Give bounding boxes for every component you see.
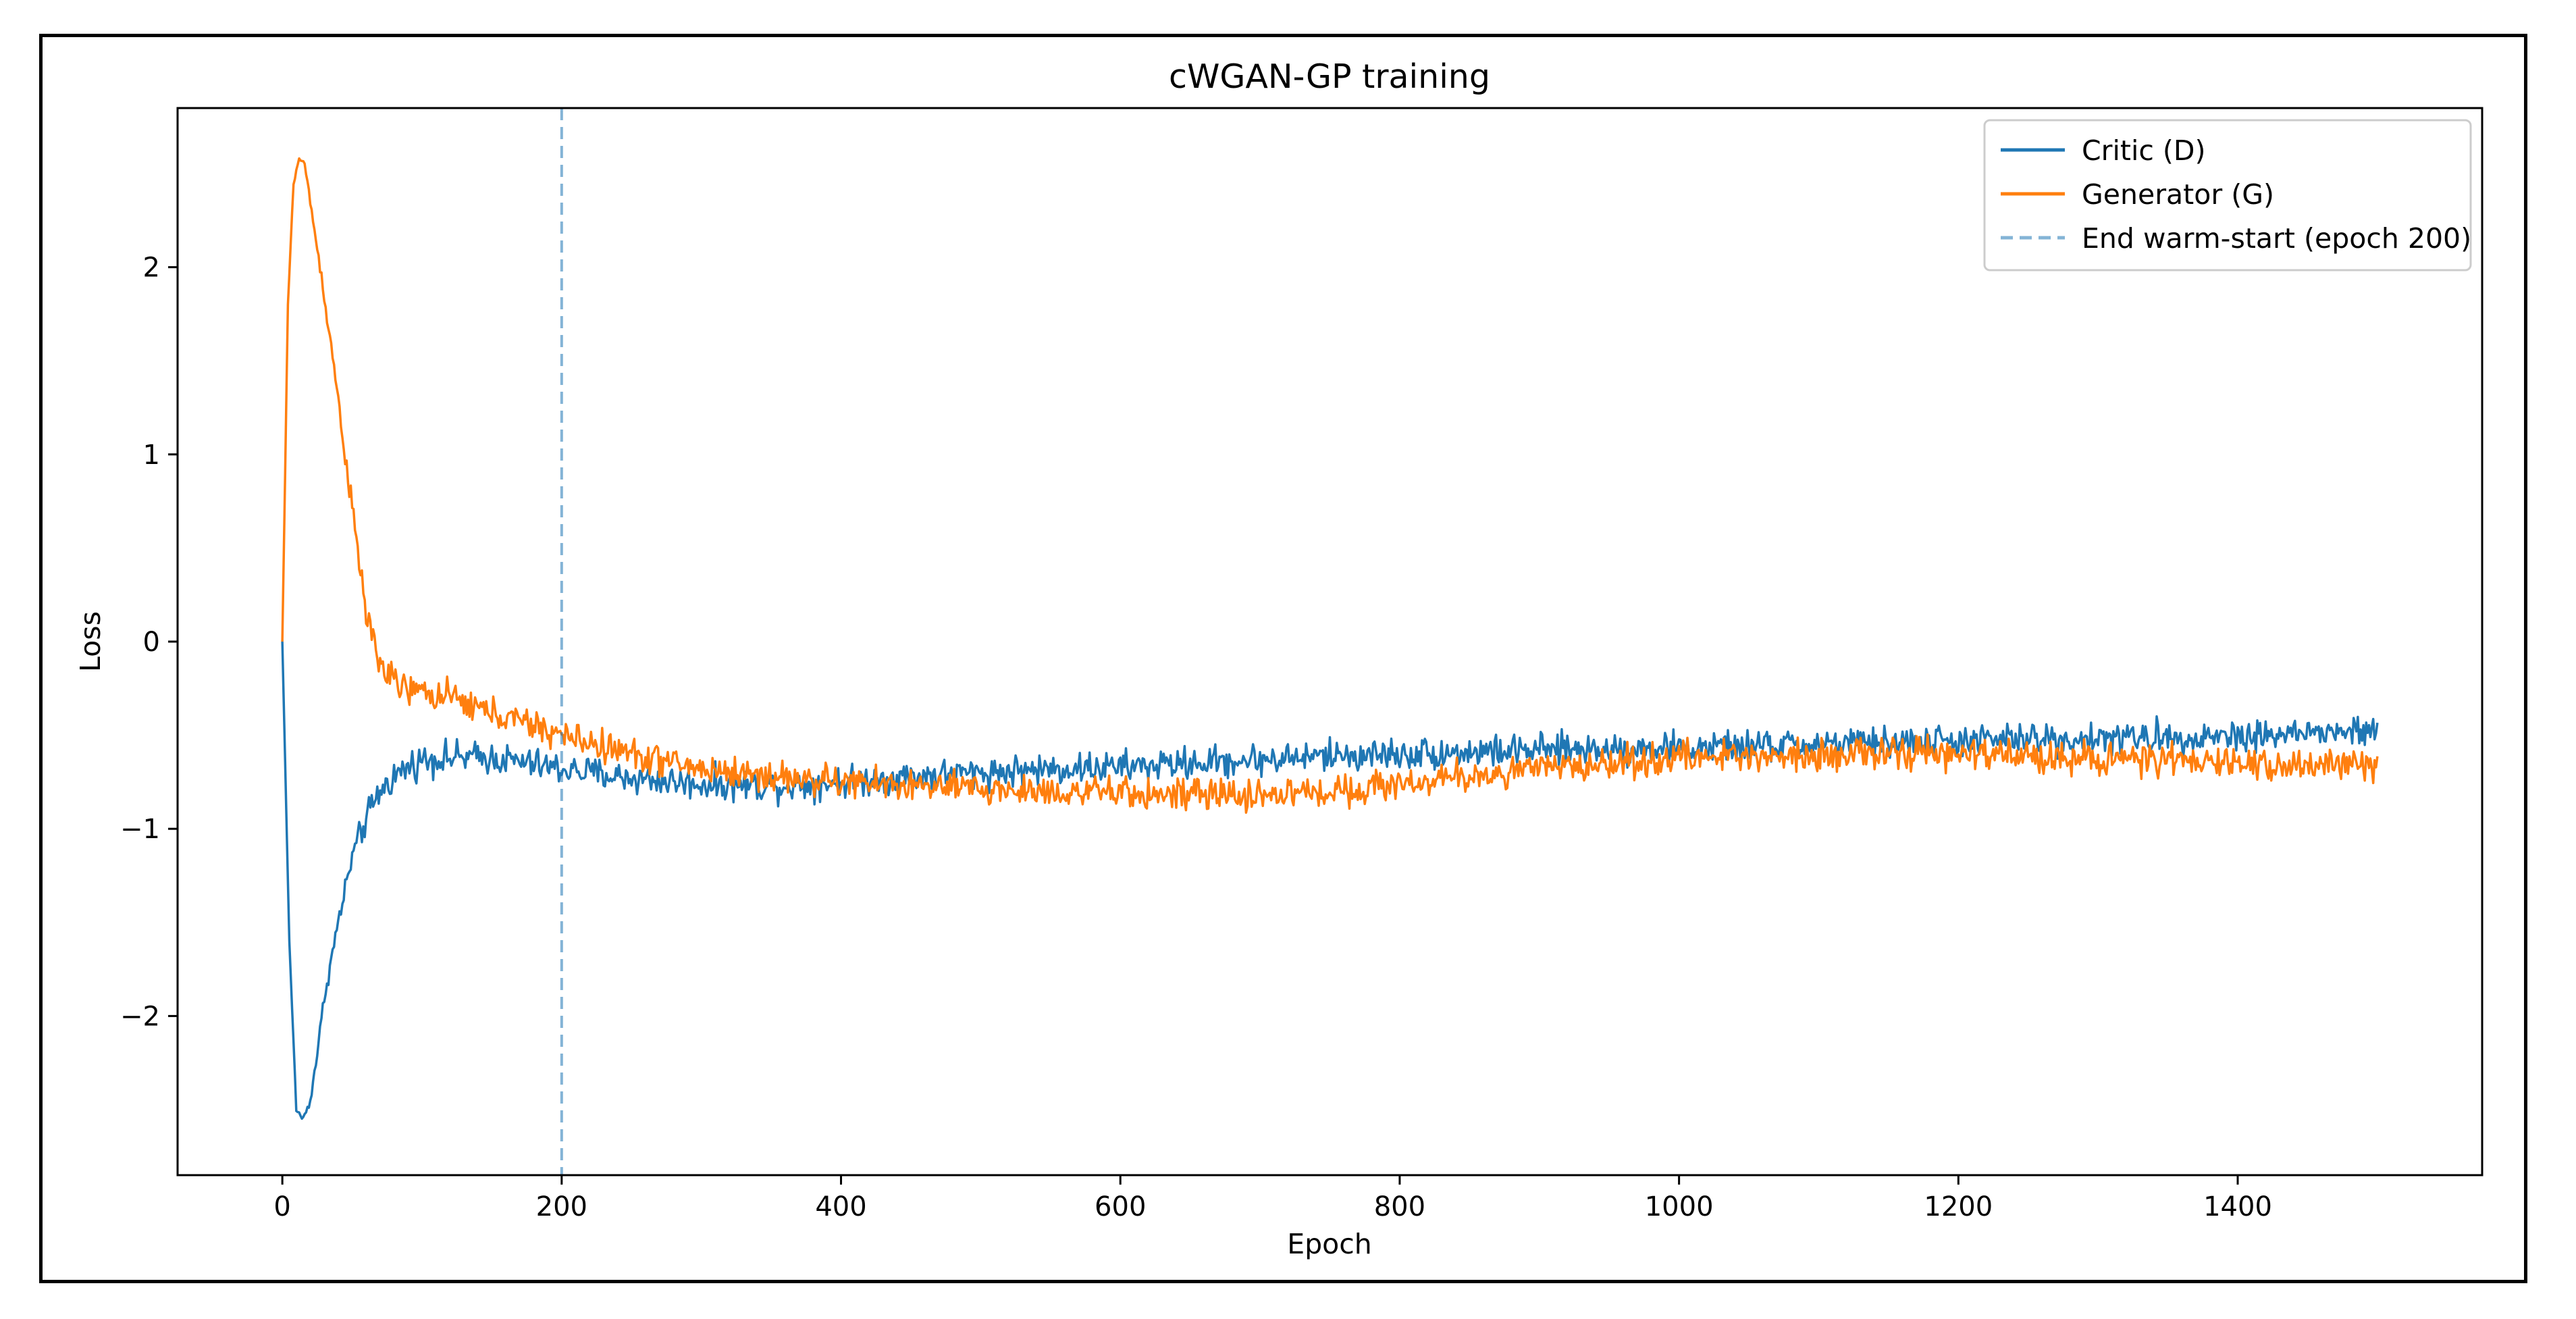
series-layer [281,108,2379,1175]
legend-label-warm-start: End warm-start (epoch 200) [2082,222,2471,255]
y-tick-label: −2 [120,1001,160,1032]
y-tick-label: 1 [143,440,160,471]
x-tick-label: 200 [536,1191,587,1222]
series-line-generator [281,157,2379,814]
x-tick-label: 1400 [2203,1191,2272,1222]
line-chart: cWGAN-GP training 0 200 400 600 800 1000 1200 1… [74,57,2483,1260]
x-tick-label: 1000 [1645,1191,1714,1222]
series-line-critic [281,641,2379,1120]
x-tick-label: 400 [815,1191,866,1222]
y-tick-label: 0 [143,627,160,658]
legend-label-critic: Critic (D) [2082,134,2205,167]
ticks-layer: 0 200 400 600 800 1000 1200 1400 2 1 0 −1 −2 [120,253,2272,1222]
x-tick-label: 0 [273,1191,290,1222]
legend: Critic (D) Generator (G) End warm-start … [1983,119,2472,271]
y-axis-label: Loss [74,611,107,672]
x-tick-label: 1200 [1924,1191,1993,1222]
plot-area: 0 200 400 600 800 1000 1200 1400 2 1 0 −1 −2 [120,107,2483,1222]
y-tick-label: −1 [120,814,160,845]
x-axis-label: Epoch [1287,1228,1372,1260]
figure-frame: cWGAN-GP training 0 200 400 600 800 1000 1200 1… [39,34,2527,1283]
legend-label-generator: Generator (G) [2082,178,2274,211]
x-tick-label: 800 [1374,1191,1425,1222]
x-tick-label: 600 [1095,1191,1146,1222]
y-tick-label: 2 [143,253,160,284]
chart-title: cWGAN-GP training [1169,57,1490,96]
legend-box [1983,119,2472,271]
